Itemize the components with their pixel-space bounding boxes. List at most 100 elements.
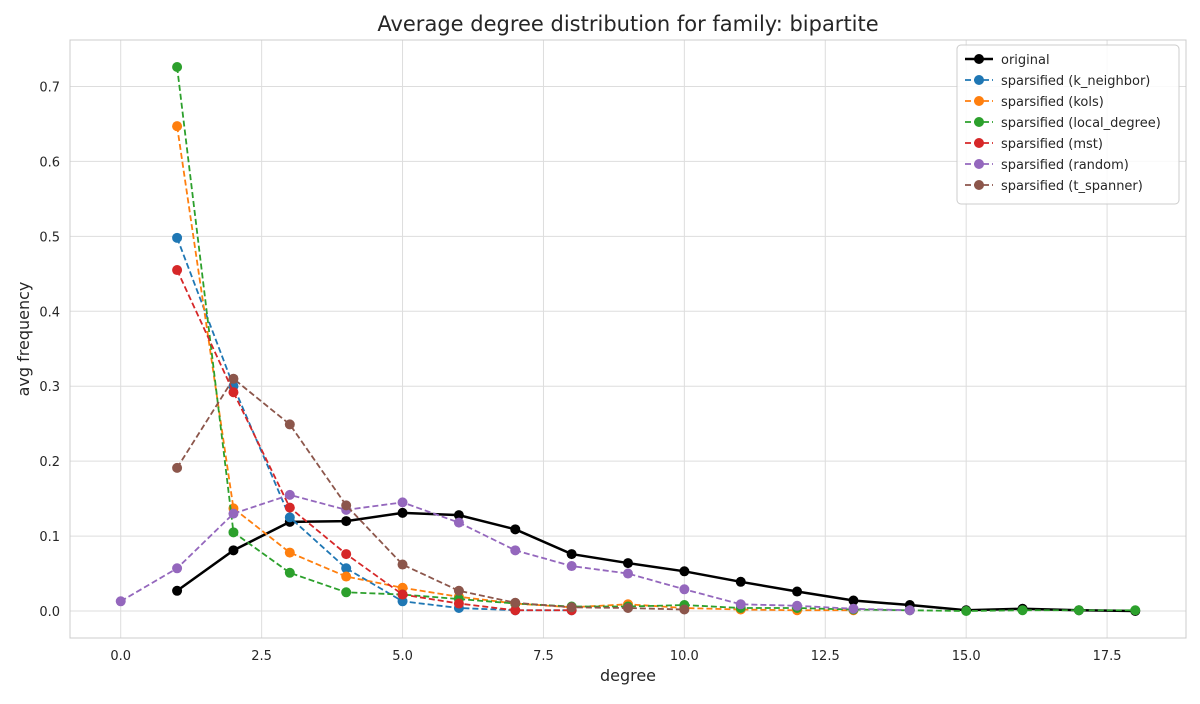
data-point <box>792 586 803 597</box>
data-point <box>679 604 690 615</box>
data-point <box>397 559 408 570</box>
legend-item-sparsified-random: sparsified (random) <box>965 158 1129 173</box>
y-axis-label: avg frequency <box>14 282 33 397</box>
data-point <box>228 527 239 538</box>
x-tick-label: 7.5 <box>533 649 554 664</box>
data-point <box>341 516 352 527</box>
legend-swatch-marker <box>974 75 984 85</box>
x-tick-label: 10.0 <box>670 649 699 664</box>
data-point <box>341 571 352 582</box>
data-point <box>341 549 352 560</box>
series-sparsified-kols <box>172 121 859 616</box>
legend-label: sparsified (k_neighbor) <box>1001 74 1150 89</box>
data-point <box>228 545 239 556</box>
data-point <box>172 265 183 276</box>
data-point <box>1130 605 1141 616</box>
grid <box>70 40 1186 638</box>
data-point <box>510 545 521 556</box>
data-point <box>172 462 183 473</box>
data-point <box>284 567 295 578</box>
chart-title: Average degree distribution for family: … <box>377 12 878 36</box>
plot-frame <box>69 39 1187 639</box>
y-axis-ticks: 0.0 0.1 0.2 0.3 0.4 0.5 0.6 0.7 <box>39 80 60 620</box>
data-point <box>566 561 577 572</box>
series-sparsified-mst <box>172 265 577 616</box>
data-point <box>510 524 521 535</box>
x-axis-ticks: 0.0 2.5 5.0 7.5 10.0 12.5 15.0 17.5 <box>110 649 1121 664</box>
x-tick-label: 5.0 <box>392 649 413 664</box>
y-tick-label: 0.1 <box>39 530 60 545</box>
x-axis-label: degree <box>600 666 656 685</box>
series-original <box>172 507 1141 617</box>
legend-item-sparsified-kols: sparsified (kols) <box>965 95 1104 110</box>
data-point <box>284 512 295 523</box>
legend-swatch-marker <box>974 117 984 127</box>
data-point <box>284 489 295 500</box>
data-point <box>397 589 408 600</box>
y-tick-label: 0.7 <box>39 80 60 95</box>
x-tick-label: 17.5 <box>1093 649 1122 664</box>
series-line <box>176 126 854 612</box>
data-point <box>284 547 295 558</box>
data-point <box>172 585 183 596</box>
data-point <box>397 497 408 508</box>
x-tick-label: 0.0 <box>110 649 131 664</box>
data-point <box>172 563 183 574</box>
series-sparsified-random <box>115 489 915 616</box>
data-point <box>679 566 690 577</box>
legend-swatch-marker <box>974 159 984 169</box>
data-point <box>453 598 464 609</box>
legend-swatch-marker <box>974 180 984 190</box>
y-tick-label: 0.5 <box>39 230 60 245</box>
data-point <box>792 600 803 611</box>
data-point <box>735 576 746 587</box>
data-point <box>341 500 352 511</box>
legend-item-sparsified-mst: sparsified (mst) <box>965 137 1103 152</box>
series-line <box>176 511 1136 613</box>
data-point <box>1017 605 1028 616</box>
x-tick-label: 15.0 <box>952 649 981 664</box>
data-point <box>453 517 464 528</box>
series-sparsified-t-spanner <box>172 373 690 615</box>
data-point <box>172 232 183 243</box>
legend-label: sparsified (kols) <box>1001 95 1104 110</box>
y-tick-label: 0.4 <box>39 305 60 320</box>
data-point <box>397 507 408 518</box>
legend-item-sparsified-t-spanner: sparsified (t_spanner) <box>965 179 1143 194</box>
legend-swatch-marker <box>974 54 984 64</box>
y-tick-label: 0.2 <box>39 455 60 470</box>
data-point <box>735 599 746 610</box>
data-point <box>172 61 183 72</box>
legend-item-sparsified-local-degree: sparsified (local_degree) <box>965 116 1161 131</box>
data-point <box>510 605 521 616</box>
legend-label: sparsified (random) <box>1001 158 1129 173</box>
legend-label: sparsified (mst) <box>1001 137 1103 152</box>
data-point <box>1073 605 1084 616</box>
series-line <box>176 66 1136 612</box>
legend-swatch-marker <box>974 96 984 106</box>
legend-label: sparsified (t_spanner) <box>1001 179 1143 194</box>
data-point <box>228 508 239 519</box>
legend-box <box>956 44 1180 205</box>
data-point <box>623 558 633 569</box>
data-point <box>115 596 126 607</box>
legend: original sparsified (k_neighbor) sparsifie… <box>956 44 1180 205</box>
legend-item-sparsified-k-neighbor: sparsified (k_neighbor) <box>965 74 1150 89</box>
data-point <box>228 373 239 384</box>
data-point <box>623 603 633 614</box>
data-point <box>961 606 972 617</box>
legend-swatch-marker <box>974 138 984 148</box>
data-point <box>228 387 239 398</box>
x-tick-label: 12.5 <box>811 649 840 664</box>
data-point <box>284 502 295 513</box>
data-point <box>341 587 352 598</box>
legend-label: original <box>1001 53 1050 68</box>
series-line <box>176 269 572 612</box>
data-point <box>284 419 295 430</box>
y-tick-label: 0.0 <box>39 605 60 620</box>
data-point <box>904 605 915 616</box>
data-point <box>510 597 521 608</box>
x-tick-label: 2.5 <box>251 649 272 664</box>
